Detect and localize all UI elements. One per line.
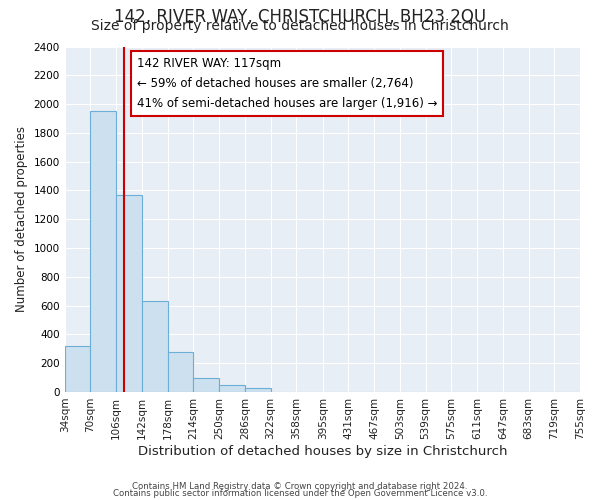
Bar bbox=[91, 112, 116, 392]
Bar bbox=[65, 346, 91, 392]
X-axis label: Distribution of detached houses by size in Christchurch: Distribution of detached houses by size … bbox=[137, 444, 507, 458]
Bar bbox=[142, 302, 167, 392]
Text: 142 RIVER WAY: 117sqm
← 59% of detached houses are smaller (2,764)
41% of semi-d: 142 RIVER WAY: 117sqm ← 59% of detached … bbox=[137, 57, 437, 110]
Text: Contains HM Land Registry data © Crown copyright and database right 2024.: Contains HM Land Registry data © Crown c… bbox=[132, 482, 468, 491]
Text: Contains public sector information licensed under the Open Government Licence v3: Contains public sector information licen… bbox=[113, 489, 487, 498]
Text: 142, RIVER WAY, CHRISTCHURCH, BH23 2QU: 142, RIVER WAY, CHRISTCHURCH, BH23 2QU bbox=[114, 8, 486, 26]
Y-axis label: Number of detached properties: Number of detached properties bbox=[15, 126, 28, 312]
Text: Size of property relative to detached houses in Christchurch: Size of property relative to detached ho… bbox=[91, 19, 509, 33]
Bar bbox=[167, 352, 193, 392]
Bar bbox=[245, 388, 271, 392]
Bar bbox=[116, 195, 142, 392]
Bar bbox=[219, 386, 245, 392]
Bar bbox=[193, 378, 219, 392]
